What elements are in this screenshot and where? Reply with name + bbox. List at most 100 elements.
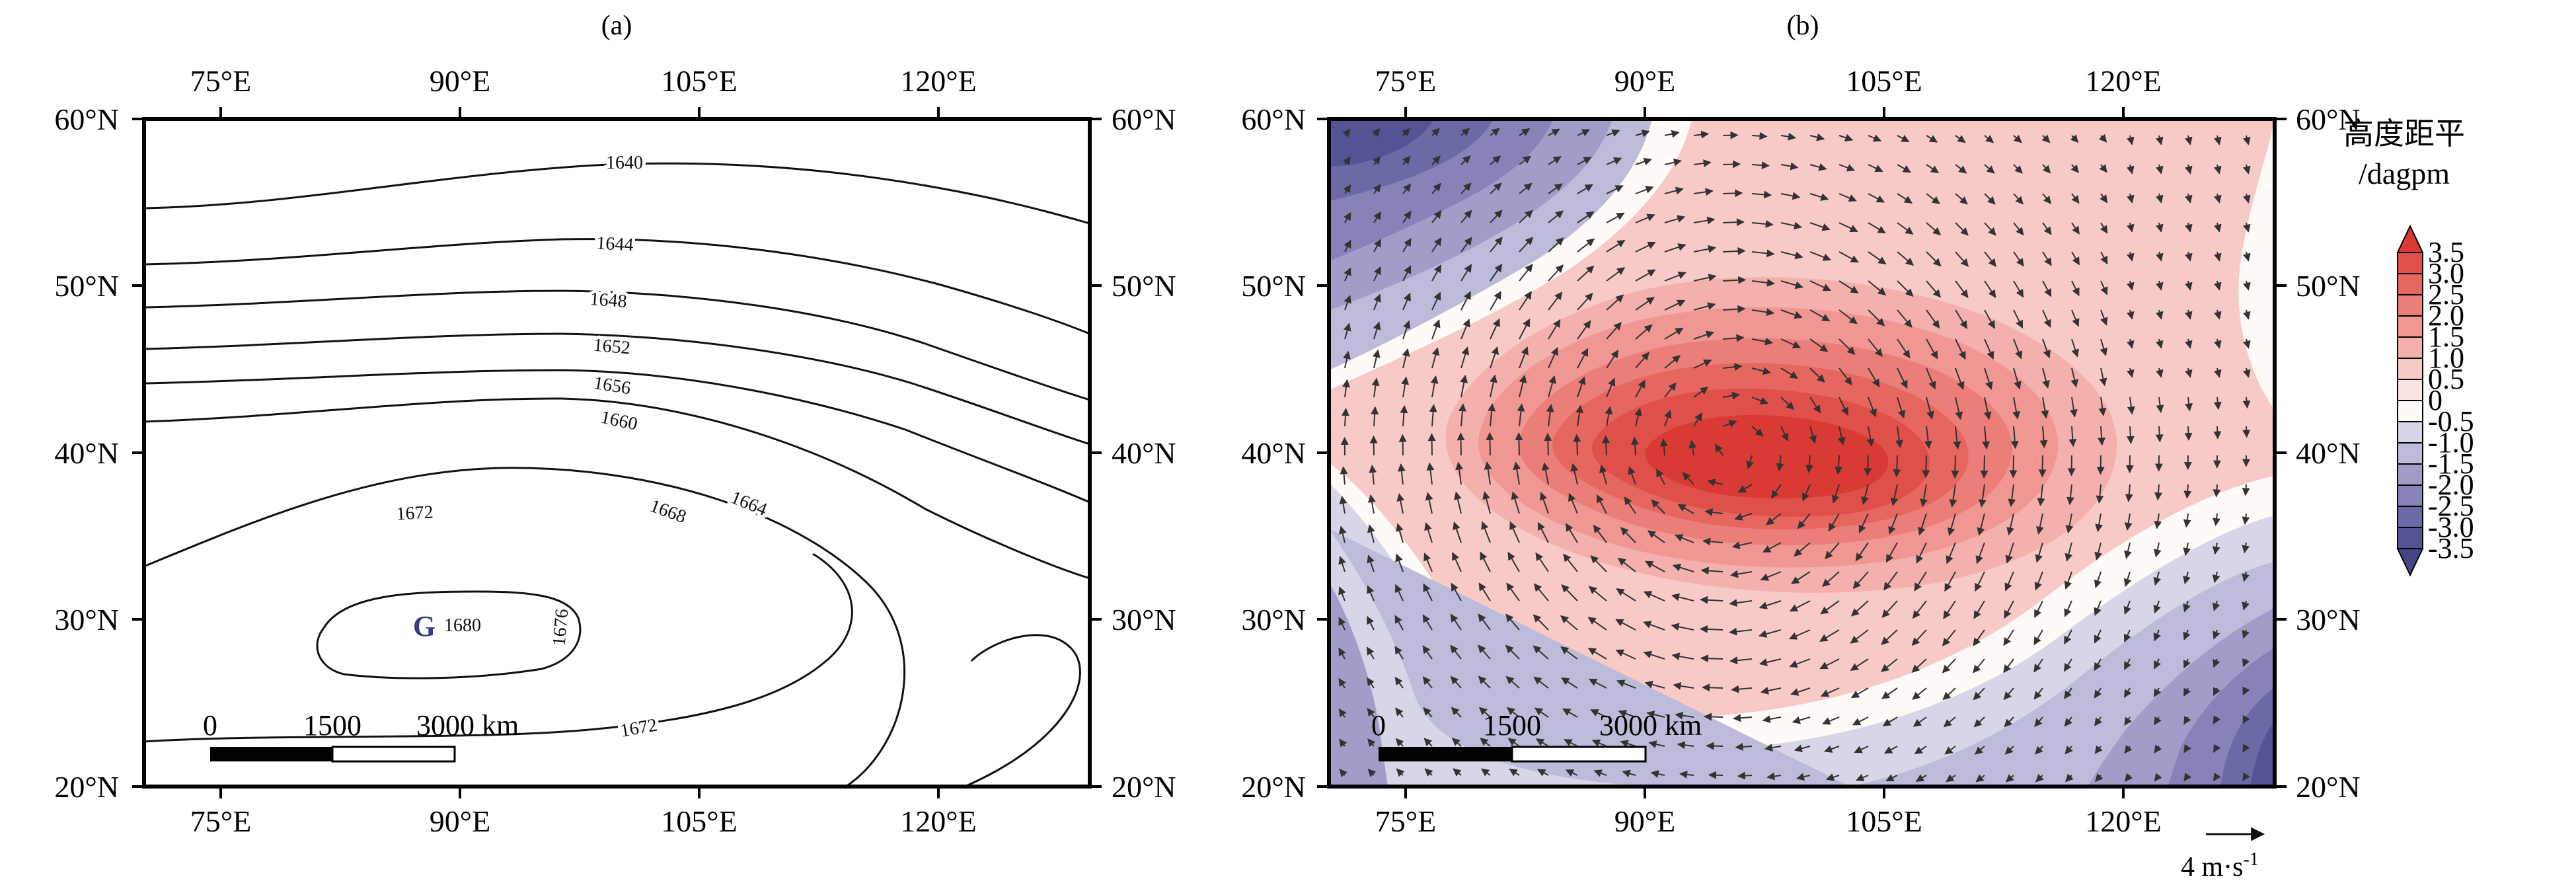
latitude-labels-right: 60°N 50°N 40°N 30°N 20°N <box>2296 102 2361 804</box>
contour-label: 1640 <box>606 153 643 173</box>
lat-label: 60°N <box>1241 102 1306 136</box>
colorbar-unit: /dagpm <box>2359 157 2450 190</box>
colorbar-bin <box>2397 506 2423 528</box>
latitude-labels-left: 60°N 50°N 40°N 30°N 20°N <box>54 102 119 804</box>
lat-label: 50°N <box>1112 269 1176 303</box>
contour-label: 1644 <box>596 233 634 256</box>
colorbar-tick-label: -3.0 <box>2428 511 2474 543</box>
colorbar-tick-label: -2.5 <box>2428 490 2474 522</box>
colorbar-tick-label: 1.0 <box>2428 342 2464 374</box>
lat-label: 30°N <box>54 603 119 636</box>
wind-vectors <box>1338 128 2251 783</box>
colorbar-bin <box>2397 421 2423 444</box>
lat-label: 60°N <box>54 102 119 136</box>
scale-bar-label-0: 0 <box>203 709 217 742</box>
colorbar-tick-label: 0.5 <box>2428 363 2464 395</box>
lon-label: 90°E <box>430 64 491 98</box>
colorbar-bin <box>2397 252 2423 274</box>
contour-label: 1676 <box>549 608 573 646</box>
contour-1652 <box>144 332 1090 445</box>
colorbar-bin <box>2397 358 2423 380</box>
lat-label: 50°N <box>2296 269 2361 303</box>
scale-bar-label-3000: 3000 km <box>1599 709 1702 742</box>
height-anomaly-field <box>1329 119 2275 787</box>
contour-1680 <box>316 590 582 679</box>
scale-bar-label-0: 0 <box>1371 709 1386 742</box>
lat-label: 20°N <box>54 770 119 804</box>
panel-b-label: (b) <box>1787 11 1819 41</box>
lat-label: 30°N <box>2296 603 2361 636</box>
lon-label: 120°E <box>900 64 977 98</box>
colorbar-bin <box>2397 463 2423 486</box>
lon-label: 90°E <box>1614 64 1676 98</box>
lon-label: 105°E <box>1846 64 1922 98</box>
longitude-labels-top: 75°E 90°E 105°E 120°E <box>190 64 977 98</box>
lon-label: 75°E <box>190 64 252 98</box>
longitude-labels-bottom: 75°E 90°E 105°E 120°E <box>190 804 977 838</box>
lon-label: 120°E <box>900 804 977 838</box>
lat-label: 40°N <box>2296 436 2361 470</box>
lon-label: 105°E <box>661 64 738 98</box>
reference-vector-label: 4 m·s-1 <box>2181 849 2259 882</box>
colorbar-tick-label: -0.5 <box>2428 405 2474 438</box>
contour-lines <box>144 162 1090 787</box>
latitude-labels-left: 60°N 50°N 40°N 30°N 20°N <box>1241 102 1306 804</box>
colorbar-tick-label: -1.5 <box>2428 447 2474 480</box>
scale-bar-label-1500: 1500 <box>1483 709 1541 742</box>
colorbar-tick-label: 1.5 <box>2428 321 2464 353</box>
scale-bar-label-3000: 3000 km <box>416 709 519 742</box>
colorbar-bin <box>2396 224 2424 253</box>
colorbar-tick-label: 2.0 <box>2428 299 2464 332</box>
scale-bar: 0 1500 3000 km <box>203 709 519 763</box>
colorbar-tick-label: 3.0 <box>2428 257 2464 289</box>
contour-1648 <box>144 289 1090 401</box>
colorbar-bin <box>2397 527 2423 549</box>
lon-label: 75°E <box>1375 64 1437 98</box>
colorbar-tick-label: -2.0 <box>2428 469 2474 501</box>
lat-label: 50°N <box>1241 269 1306 303</box>
colorbar-tick-label: 0 <box>2428 384 2443 416</box>
contour-label: 1672 <box>396 502 434 525</box>
contour-1672 <box>144 553 853 743</box>
lon-label: 90°E <box>1614 804 1676 838</box>
colorbar-bin <box>2397 315 2423 338</box>
contour-labels: 1640 1644 1648 1652 1656 1660 1664 1668 … <box>393 149 773 745</box>
panel-a-label: (a) <box>601 11 632 41</box>
lat-label: 50°N <box>54 269 119 303</box>
contour-1640 <box>144 162 1090 225</box>
lat-label: 40°N <box>1112 436 1176 470</box>
lon-label: 105°E <box>1846 804 1922 838</box>
lat-label: 40°N <box>1241 436 1306 470</box>
contour-label: 1656 <box>592 373 632 399</box>
lon-label: 90°E <box>430 804 491 838</box>
colorbar-tick-label: 3.5 <box>2428 236 2464 268</box>
reference-vector: 4 m·s-1 <box>2181 827 2265 882</box>
colorbar-bin <box>2397 294 2423 317</box>
panel-a-geopotential-map: (a) 1640 1644 1648 1652 1656 1660 1664 1… <box>54 11 1176 838</box>
contour-1672-outer <box>964 634 1081 787</box>
lon-label: 75°E <box>190 804 252 838</box>
lon-label: 105°E <box>661 804 738 838</box>
colorbar-tick-label: -1.0 <box>2428 426 2474 459</box>
scale-bar-label-1500: 1500 <box>303 709 361 742</box>
lat-label: 20°N <box>2296 770 2361 804</box>
contour-label: 1672 <box>619 715 659 742</box>
contour-1644 <box>144 238 1090 335</box>
lat-label: 20°N <box>1241 770 1306 804</box>
colorbar-tick-label: 2.5 <box>2428 278 2464 311</box>
lon-label: 75°E <box>1375 804 1437 838</box>
scale-bar: 0 1500 3000 km <box>1371 709 1702 763</box>
latitude-labels-right: 60°N 50°N 40°N 30°N 20°N <box>1112 102 1176 804</box>
contour-label: 1648 <box>589 289 628 312</box>
colorbar-bin <box>2397 273 2423 295</box>
high-pressure-center-marker: G <box>413 610 436 642</box>
colorbar-bin <box>2397 484 2423 507</box>
colorbar-title: 高度距平 <box>2343 117 2465 151</box>
lat-label: 30°N <box>1112 603 1176 636</box>
map-frame <box>142 117 1092 789</box>
colorbar-bin <box>2397 336 2423 359</box>
colorbar-bin <box>2397 400 2423 422</box>
contour-label: 1664 <box>728 487 770 520</box>
contour-label: 1660 <box>599 407 639 435</box>
